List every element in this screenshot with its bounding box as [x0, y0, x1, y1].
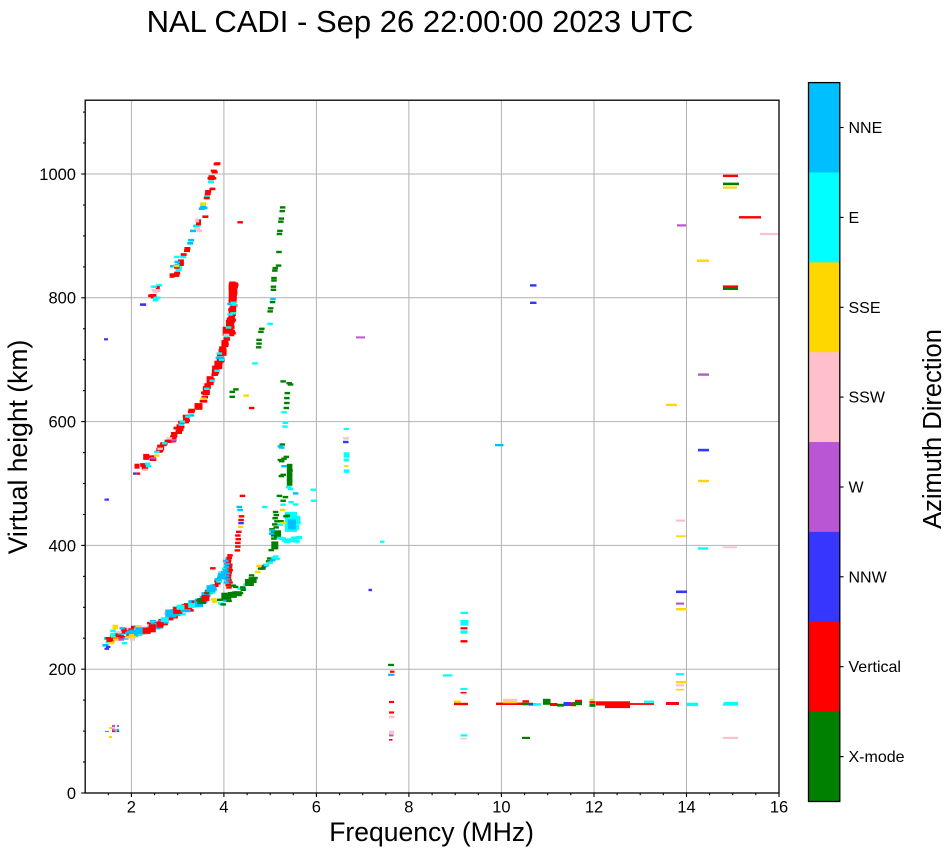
svg-text:800: 800: [48, 290, 76, 308]
svg-text:NNE: NNE: [849, 120, 883, 137]
svg-text:Vertical: Vertical: [849, 659, 901, 676]
svg-text:E: E: [849, 210, 860, 227]
svg-text:Frequency (MHz): Frequency (MHz): [329, 817, 534, 847]
svg-text:10: 10: [492, 799, 510, 817]
svg-text:14: 14: [677, 799, 695, 817]
svg-text:2: 2: [127, 799, 136, 817]
svg-text:600: 600: [48, 414, 76, 432]
svg-text:SSE: SSE: [849, 300, 881, 317]
svg-text:200: 200: [48, 661, 76, 679]
svg-text:0: 0: [67, 785, 76, 803]
svg-text:NAL CADI - Sep 26 22:00:00 202: NAL CADI - Sep 26 22:00:00 2023 UTC: [147, 4, 694, 39]
svg-text:NNW: NNW: [849, 569, 888, 586]
svg-text:400: 400: [48, 537, 76, 555]
svg-text:Virtual height (km): Virtual height (km): [3, 340, 33, 555]
svg-text:Azimuth Direction: Azimuth Direction: [919, 329, 947, 529]
svg-text:4: 4: [219, 799, 228, 817]
svg-text:16: 16: [770, 799, 788, 817]
svg-text:12: 12: [585, 799, 603, 817]
svg-text:W: W: [849, 480, 865, 497]
svg-text:8: 8: [404, 799, 413, 817]
svg-text:6: 6: [312, 799, 321, 817]
svg-text:1000: 1000: [39, 166, 76, 184]
svg-text:X-mode: X-mode: [849, 749, 905, 766]
svg-text:SSW: SSW: [849, 390, 886, 407]
